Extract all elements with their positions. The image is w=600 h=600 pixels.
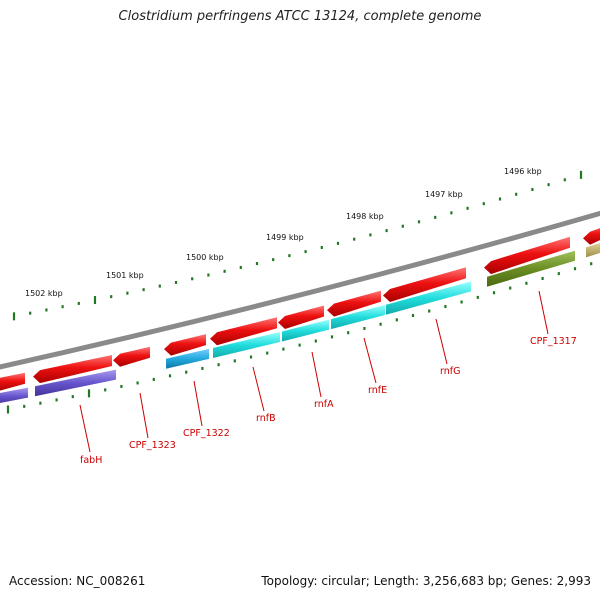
gene-arrow: [327, 290, 381, 317]
leader-line: [435, 318, 448, 365]
leader-line: [193, 380, 203, 427]
leader-line: [311, 351, 322, 398]
gene-label-fabh: fabH: [80, 455, 102, 466]
genome-backbone: [0, 210, 600, 370]
gene-label-rnfa: rnfA: [314, 399, 334, 410]
scale-label-1501: 1501 kbp: [106, 271, 144, 280]
rnfg-feature: [386, 281, 471, 315]
gene-label-cpf-1317: CPF_1317: [530, 336, 577, 347]
scale-ticks: [12, 170, 583, 321]
gene-track: [0, 228, 600, 403]
gene-arrow: [210, 317, 277, 346]
gene-label-rnfe: rnfE: [368, 385, 387, 396]
leader-line: [79, 404, 91, 453]
scale-label-1500: 1500 kbp: [186, 253, 224, 262]
gene-label-cpf-1322: CPF_1322: [183, 428, 230, 439]
scale-label-1498: 1498 kbp: [346, 212, 384, 221]
rnfa-feature: [282, 319, 329, 342]
accession-text: Accession: NC_008261: [9, 574, 146, 588]
gene-label-rnfb: rnfB: [256, 413, 276, 424]
gene-arrow: [113, 346, 150, 367]
inner-ticks: [6, 262, 593, 414]
scale-label-1502: 1502 kbp: [25, 289, 63, 298]
gene-arrow: [484, 236, 570, 275]
gene-arrow: [383, 267, 466, 303]
gene-arrow: [33, 354, 112, 384]
gene-arrow: [583, 228, 600, 245]
leader-line: [538, 290, 549, 335]
gene-arrow: [278, 305, 324, 329]
map-title: Clostridium perfringens ATCC 13124, comp…: [118, 9, 482, 24]
gene-arrow: [164, 334, 206, 356]
leader-line: [363, 337, 377, 384]
leader-line: [139, 392, 149, 439]
topology-text: Topology: circular; Length: 3,256,683 bp…: [261, 574, 591, 588]
scale-label-1499: 1499 kbp: [266, 233, 304, 242]
scale-label-1497: 1497 kbp: [425, 190, 463, 199]
rnfb-feature: [213, 331, 280, 358]
fabh-feature: [0, 387, 28, 403]
rnfe-feature: [331, 305, 385, 330]
gene-feature: [586, 242, 600, 258]
cpf-1317-feature: [487, 250, 575, 287]
scale-label-1496: 1496 kbp: [504, 167, 542, 176]
leader-lines: [79, 290, 549, 453]
gene-arrow: [0, 372, 25, 391]
cpf-1322-feature: [166, 348, 209, 369]
gene-label-rnfg: rnfG: [440, 366, 460, 377]
fabh-feature: [35, 369, 116, 397]
leader-line: [252, 366, 265, 412]
gene-label-cpf-1323: CPF_1323: [129, 440, 176, 451]
